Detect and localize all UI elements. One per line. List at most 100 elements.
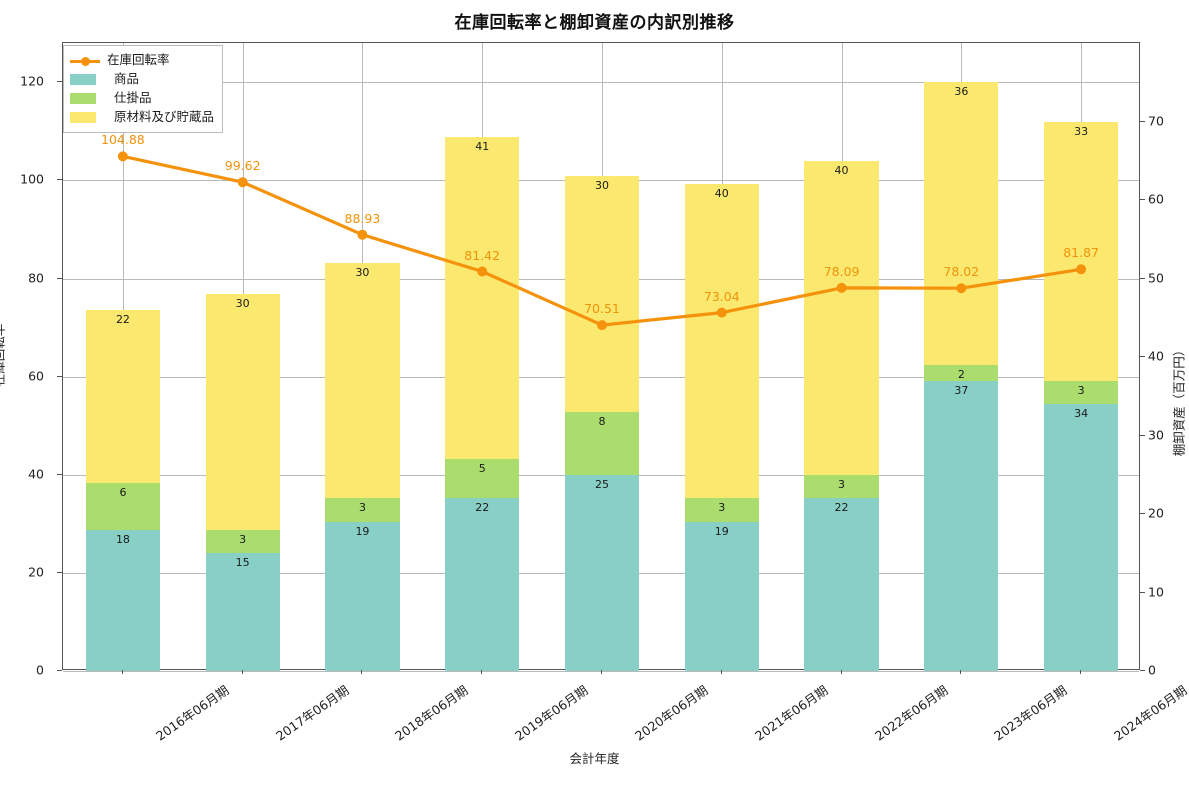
y-axis-left-tick-label: 120 [20, 73, 44, 89]
legend-item[interactable]: 商品 [70, 70, 214, 89]
y-axis-right-tick-mark [1140, 120, 1145, 122]
bar-segment: 19 [325, 521, 400, 671]
bar-segment: 30 [205, 294, 280, 530]
y-axis-right-tick-label: 30 [1148, 427, 1164, 442]
legend-item[interactable]: 仕掛品 [70, 89, 214, 108]
bar-segment: 40 [804, 160, 879, 475]
line-point-value-label: 78.02 [943, 264, 980, 280]
bar-segment: 5 [445, 459, 520, 499]
x-axis-tick-mark [960, 670, 962, 674]
line-point-value-label: 73.04 [703, 288, 740, 304]
y-axis-left-tick-label: 60 [28, 368, 44, 384]
bar-segment: 22 [804, 498, 879, 671]
legend-color-swatch-icon [70, 112, 96, 123]
line-data-point [956, 283, 967, 294]
x-axis-tick-label: 2017年06月期 [272, 682, 352, 744]
bar-segment: 22 [85, 309, 161, 483]
y-axis-right-tick-label: 70 [1148, 113, 1164, 128]
y-axis-right-tick-label: 40 [1148, 348, 1164, 364]
bar-segment: 30 [325, 262, 400, 499]
bar-segment: 18 [85, 529, 161, 671]
gridline-horizontal [63, 82, 1139, 84]
legend-color-swatch-icon [70, 74, 96, 85]
line-path [121, 154, 1083, 327]
legend-color-swatch-icon [70, 93, 96, 104]
x-axis-tick-mark [720, 670, 722, 674]
line-data-point [357, 229, 368, 240]
x-axis-tick-label: 2018年06月期 [392, 682, 471, 744]
bar-segment: 40 [684, 184, 759, 499]
y-axis-left-tick-mark [57, 277, 62, 279]
y-axis-left-tick-label: 20 [28, 564, 44, 580]
y-axis-right-tick-mark [1140, 513, 1145, 514]
x-axis-label: 会計年度 [569, 751, 620, 766]
line-point-value-label: 78.09 [823, 263, 860, 279]
bar-segment: 37 [924, 380, 999, 671]
x-axis-tick-mark [241, 670, 243, 674]
x-axis-tick-mark [481, 670, 483, 674]
x-axis-tick-label: 2023年06月期 [991, 682, 1070, 744]
bar-segment: 30 [564, 176, 640, 412]
legend-item-label: 仕掛品 [114, 90, 152, 106]
line-data-point [716, 307, 727, 318]
y-axis-left-tick-mark [57, 375, 62, 377]
legend-item-label: 原材料及び貯蔵品 [114, 109, 215, 125]
line-point-value-label: 81.87 [1063, 245, 1099, 261]
y-axis-left-tick-mark [57, 179, 62, 181]
y-axis-left-tick-label: 0 [36, 662, 44, 678]
y-axis-left-tick-mark [57, 473, 62, 475]
line-data-point [1076, 264, 1087, 275]
y-axis-right-tick-mark [1140, 670, 1145, 671]
legend-item[interactable]: 原材料及び貯蔵品 [70, 108, 214, 127]
legend-item[interactable]: 在庫回転率 [70, 51, 214, 70]
x-axis-tick-label: 2022年06月期 [871, 682, 951, 744]
line-point-value-label: 81.42 [464, 247, 501, 263]
legend-item-label: 在庫回転率 [107, 52, 170, 68]
line-point-value-label: 70.51 [584, 301, 620, 317]
chart-legend[interactable]: 在庫回転率商品仕掛品原材料及び貯蔵品 [63, 45, 224, 133]
y-axis-left-tick-mark [57, 670, 62, 671]
bar-segment: 25 [564, 474, 640, 672]
x-axis-tick-label: 2020年06月期 [632, 682, 711, 744]
line-point-value-label: 88.93 [344, 210, 381, 226]
y-axis-right-tick-label: 10 [1148, 584, 1164, 599]
bar-segment: 33 [1044, 121, 1119, 381]
y-axis-right-tick-label: 0 [1148, 662, 1156, 678]
y-axis-left-tick-mark [57, 571, 62, 573]
y-axis-left-tick-mark [57, 81, 62, 83]
legend-item-label: 商品 [114, 71, 140, 87]
y-axis-right-tick-mark [1140, 591, 1145, 593]
y-axis-right-tick-label: 50 [1148, 270, 1164, 285]
x-axis-tick-mark [121, 670, 123, 674]
x-axis-tick-mark [1080, 670, 1082, 674]
y-axis-right-tick-mark [1140, 356, 1145, 357]
y-axis-right-tick-mark [1140, 277, 1145, 279]
y-axis-right-tick-mark [1140, 199, 1145, 200]
x-axis-tick-label: 2021年06月期 [751, 682, 831, 744]
line-series-layer [117, 151, 1087, 331]
y-axis-right-tick-mark [1140, 434, 1145, 436]
y-axis-left-tick-label: 100 [20, 171, 44, 187]
x-axis-tick-mark [840, 670, 842, 674]
line-point-value-label: 99.62 [224, 158, 261, 174]
plot-area: 18 6 22 15 3 30 19 3 30 22 5 41 25 8 30 19 3 40 22 3 40 37 2 36… [62, 42, 1140, 672]
line-data-point [477, 266, 488, 277]
y-axis-left-tick-label: 40 [28, 466, 44, 482]
line-point-value-label: 104.88 [101, 132, 145, 148]
line-data-point [237, 177, 248, 188]
chart-title: 在庫回転率と棚卸資産の内訳別推移 [454, 13, 735, 33]
x-axis-tick-label: 2019年06月期 [512, 682, 591, 744]
x-axis-tick-mark [601, 670, 602, 674]
y-axis-right-tick-label: 20 [1148, 505, 1164, 521]
y-axis-left-tick-label: 80 [28, 270, 44, 285]
line-data-point [836, 282, 847, 293]
x-axis-tick-mark [361, 670, 363, 674]
x-axis-tick-label: 2016年06月期 [153, 682, 232, 744]
legend-line-marker-icon [70, 55, 100, 67]
y-axis-right-tick-label: 60 [1148, 191, 1164, 207]
line-data-point [597, 320, 607, 331]
bar-segment: 41 [445, 137, 520, 459]
bar-segment: 36 [924, 82, 999, 365]
line-data-point [117, 151, 128, 162]
x-axis-tick-label: 2024年06月期 [1111, 682, 1189, 744]
